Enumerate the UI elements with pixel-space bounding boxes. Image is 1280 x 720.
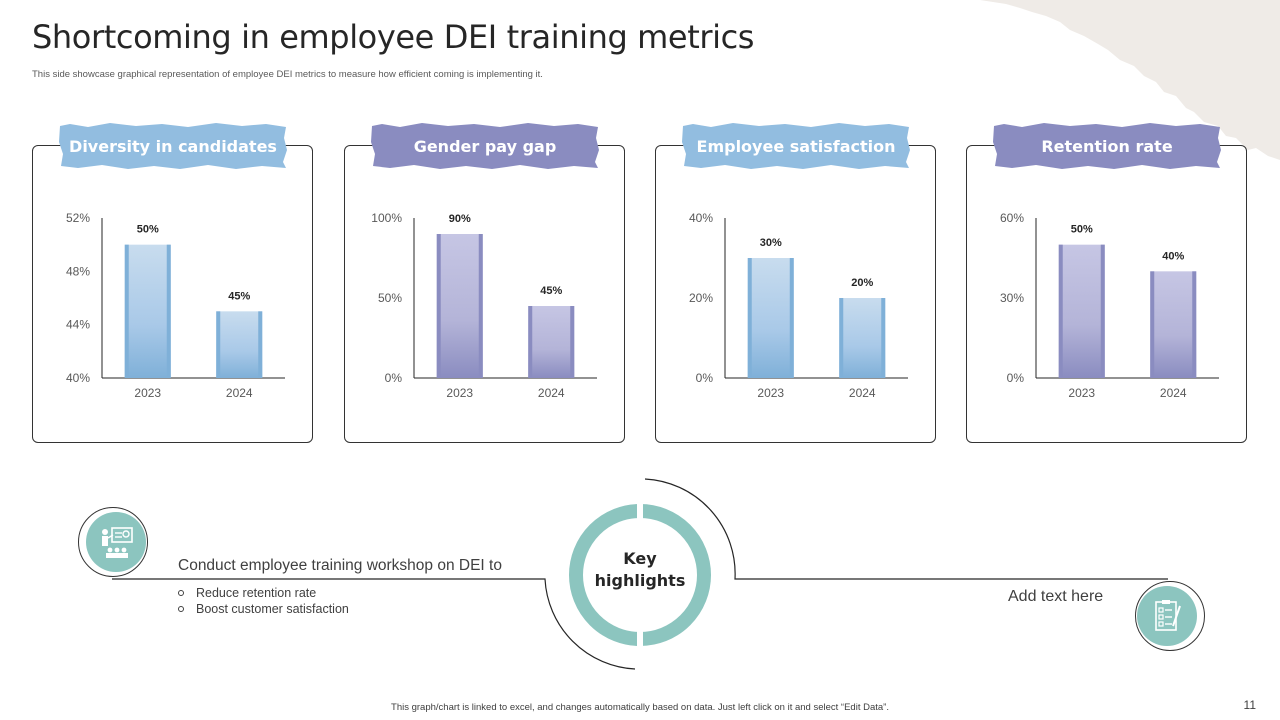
presentation-training-icon xyxy=(86,512,146,572)
bullet-dot-icon xyxy=(178,606,184,612)
y-tick-label: 52% xyxy=(66,211,90,225)
bullet-dot-icon xyxy=(178,590,184,596)
right-icon-outline xyxy=(1135,581,1205,651)
bar-edge-left xyxy=(436,234,441,378)
torn-paper-decoration xyxy=(980,0,1280,160)
y-tick-label: 0% xyxy=(696,371,714,385)
panel-title-diversity: Diversity in candidates xyxy=(69,136,277,156)
key-highlights-label: Key highlights xyxy=(567,548,713,592)
bar[interactable] xyxy=(436,234,483,378)
chart-panel-retention xyxy=(966,145,1247,443)
y-tick-label: 48% xyxy=(66,264,90,278)
bullet-text: Reduce retention rate xyxy=(196,586,317,600)
bar-edge-right xyxy=(1100,244,1105,378)
chart-panel-satisfaction xyxy=(655,145,936,443)
data-label: 50% xyxy=(137,224,159,236)
left-icon-outline xyxy=(78,507,148,577)
data-label: 45% xyxy=(540,285,562,297)
bar-chart-satisfaction[interactable]: 0% 20% 40% 30% 2023 20% 2024 xyxy=(655,195,936,410)
bar-edge-left xyxy=(747,258,752,378)
y-tick-label: 44% xyxy=(66,318,90,332)
bar-edge-right xyxy=(258,311,263,378)
x-tick-label: 2024 xyxy=(226,386,253,400)
panel-title-gender-pay: Gender pay gap xyxy=(413,136,557,156)
panel-label-satisfaction: Employee satisfaction xyxy=(681,122,911,170)
data-label: 50% xyxy=(1071,224,1093,236)
y-tick-label: 40% xyxy=(66,371,90,385)
footer-note: This graph/chart is linked to excel, and… xyxy=(391,702,889,713)
add-text-placeholder[interactable]: Add text here xyxy=(1008,588,1104,605)
checklist-clipboard-icon xyxy=(1137,586,1197,646)
bar-edge-right xyxy=(166,244,171,378)
highlight-lead-text: Conduct employee training workshop on DE… xyxy=(178,557,502,574)
y-tick-label: 0% xyxy=(1007,371,1025,385)
bar-edge-left xyxy=(1150,271,1155,378)
bar-edge-left xyxy=(1058,244,1063,378)
y-tick-label: 60% xyxy=(1000,211,1024,225)
bar[interactable] xyxy=(1058,244,1105,378)
bar-edge-right xyxy=(478,234,483,378)
bar-edge-right xyxy=(1192,271,1197,378)
panel-label-retention: Retention rate xyxy=(992,122,1222,170)
x-tick-label: 2024 xyxy=(849,386,876,400)
chart-panel-diversity xyxy=(32,145,313,443)
panel-label-diversity: Diversity in candidates xyxy=(58,122,288,170)
bar[interactable] xyxy=(839,298,886,378)
data-label: 90% xyxy=(449,213,471,225)
x-tick-label: 2023 xyxy=(1068,386,1095,400)
panel-title-satisfaction: Employee satisfaction xyxy=(696,136,896,156)
bar-edge-left xyxy=(216,311,221,378)
page-title: Shortcoming in employee DEI training met… xyxy=(32,18,755,56)
data-label: 20% xyxy=(851,277,873,289)
x-tick-label: 2023 xyxy=(446,386,473,400)
bar[interactable] xyxy=(1150,271,1197,378)
page-number: 11 xyxy=(1243,698,1256,712)
data-label: 45% xyxy=(228,290,250,302)
bar-edge-right xyxy=(570,306,575,378)
y-tick-label: 0% xyxy=(385,371,403,385)
bar-edge-right xyxy=(881,298,886,378)
key-highlights-line2: highlights xyxy=(594,571,686,590)
chart-panel-gender-pay xyxy=(344,145,625,443)
list-item: Reduce retention rate xyxy=(178,585,349,601)
x-tick-label: 2024 xyxy=(538,386,565,400)
key-highlights-ring xyxy=(569,502,711,648)
page-subtitle: This side showcase graphical representat… xyxy=(32,69,543,80)
bar[interactable] xyxy=(216,311,263,378)
x-tick-label: 2024 xyxy=(1160,386,1187,400)
bar-chart-retention[interactable]: 0% 30% 60% 50% 2023 40% 2024 xyxy=(966,195,1247,410)
panel-label-gender-pay: Gender pay gap xyxy=(370,122,600,170)
y-tick-label: 30% xyxy=(1000,291,1024,305)
y-tick-label: 50% xyxy=(378,291,402,305)
bar[interactable] xyxy=(124,244,171,378)
bar-edge-left xyxy=(124,244,129,378)
panel-title-retention: Retention rate xyxy=(1041,136,1173,156)
bar-edge-left xyxy=(839,298,844,378)
x-tick-label: 2023 xyxy=(757,386,784,400)
list-item: Boost customer satisfaction xyxy=(178,601,349,617)
bar-edge-left xyxy=(528,306,533,378)
highlight-bullet-list: Reduce retention rate Boost customer sat… xyxy=(178,585,349,617)
bar[interactable] xyxy=(528,306,575,378)
bar-chart-gender-pay[interactable]: 0% 50% 100% 90% 2023 45% 2024 xyxy=(344,195,625,410)
bar-edge-right xyxy=(789,258,794,378)
y-tick-label: 40% xyxy=(689,211,713,225)
y-tick-label: 20% xyxy=(689,291,713,305)
x-tick-label: 2023 xyxy=(134,386,161,400)
key-highlights-line1: Key xyxy=(623,549,657,568)
bar[interactable] xyxy=(747,258,794,378)
data-label: 30% xyxy=(760,237,782,249)
bar-chart-diversity[interactable]: 40% 44% 48% 52% 50% 2023 45% 2024 xyxy=(32,195,313,410)
y-tick-label: 100% xyxy=(371,211,402,225)
data-label: 40% xyxy=(1162,250,1184,262)
bullet-text: Boost customer satisfaction xyxy=(196,602,349,616)
